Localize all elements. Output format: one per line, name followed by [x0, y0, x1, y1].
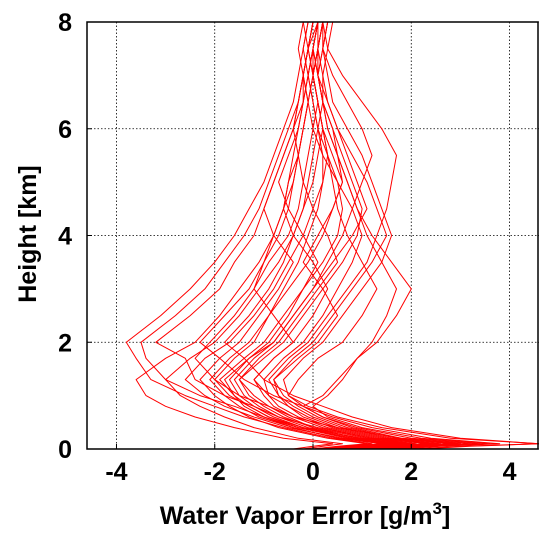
- profile-line-27: [135, 21, 334, 450]
- x-axis-label-superscript: 3: [432, 499, 441, 518]
- profile-line-12: [283, 22, 481, 450]
- y-tick-label: 8: [58, 9, 72, 37]
- series-group: [125, 21, 539, 450]
- profile-line-22: [253, 21, 442, 450]
- profile-line-15: [214, 21, 388, 450]
- profile-line-28: [263, 21, 427, 450]
- x-axis-label: Water Vapor Error [g/m3]: [160, 499, 451, 530]
- x-tick-label: -4: [105, 458, 127, 486]
- profile-line-26: [287, 21, 539, 450]
- x-axis-label-main: Water Vapor Error [g/m: [160, 502, 433, 530]
- y-tick-label: 6: [58, 116, 72, 144]
- x-tick-label: 0: [306, 458, 320, 486]
- profile-line-8: [224, 21, 539, 450]
- profile-line-21: [224, 21, 388, 450]
- profile-line-4: [125, 21, 373, 450]
- y-tick-label: 0: [58, 436, 72, 464]
- x-tick-label: 4: [503, 458, 517, 486]
- grid: [87, 21, 539, 450]
- x-tick-label: -2: [204, 458, 226, 486]
- ticks: -4 -2 0 2 4 0 2 4 6 8: [58, 9, 516, 486]
- profile-line-16: [312, 21, 491, 450]
- x-tick-label: 2: [404, 458, 418, 486]
- x-axis-label-end: ]: [442, 502, 450, 530]
- profile-line-20: [238, 21, 402, 450]
- profile-line-14: [268, 21, 452, 450]
- profile-line-18: [199, 21, 368, 450]
- y-tick-label: 4: [58, 223, 72, 251]
- y-axis-label: Height [km]: [14, 165, 42, 303]
- y-tick-label: 2: [58, 329, 72, 357]
- profile-line-25: [229, 21, 393, 450]
- profile-line-24: [302, 21, 461, 450]
